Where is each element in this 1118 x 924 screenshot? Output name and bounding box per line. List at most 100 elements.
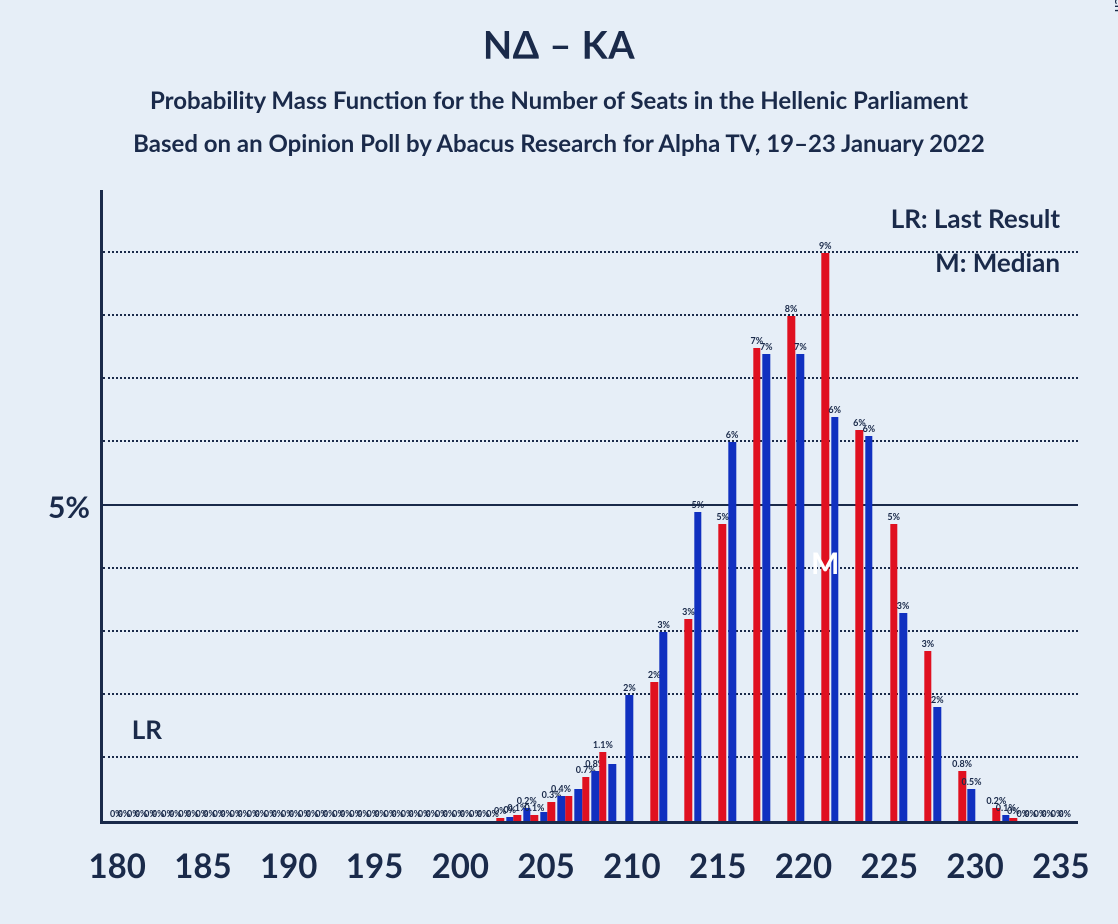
bar-pair: 0.8% bbox=[951, 190, 966, 821]
bar-blue: 7% bbox=[762, 354, 770, 821]
bar-pair: 3% bbox=[677, 190, 692, 821]
bar-pair: 0%0% bbox=[369, 190, 384, 821]
bar-pair: 0.8%1.1% bbox=[591, 190, 606, 821]
x-tick-label: 215 bbox=[689, 846, 746, 886]
bar-pair: 6% bbox=[728, 190, 743, 821]
bar-pair: 5% bbox=[694, 190, 709, 821]
bar-value-label: 2% bbox=[931, 694, 944, 707]
bar-pair: 3% bbox=[916, 190, 931, 821]
bar-red: 9% bbox=[821, 253, 829, 821]
bar-value-label: 2% bbox=[648, 669, 661, 682]
bar-pair: 0%0% bbox=[386, 190, 401, 821]
bar-pair: 0.5% bbox=[968, 190, 983, 821]
bar-value-label: 8% bbox=[785, 303, 798, 316]
bar-blue bbox=[574, 789, 582, 821]
bar-pair: 0%0% bbox=[437, 190, 452, 821]
bar-pair: 2% bbox=[643, 190, 658, 821]
bar-blue: 0.5% bbox=[968, 789, 976, 821]
bar-red: 1.1% bbox=[599, 752, 607, 821]
bar-pair: 0%0% bbox=[455, 190, 470, 821]
bar-pair: 7% bbox=[797, 190, 812, 821]
bar-pair: 0.3% bbox=[540, 190, 555, 821]
bar-blue: 7% bbox=[797, 354, 805, 821]
bar-pair: 0.2%0.1% bbox=[523, 190, 538, 821]
bar-blue: 0% bbox=[506, 817, 514, 821]
bar-red: 3% bbox=[924, 651, 932, 821]
bar-blue: 2% bbox=[933, 707, 941, 821]
bar-red: 5% bbox=[890, 524, 898, 821]
bar-blue: 6% bbox=[831, 417, 839, 821]
bar-pair: 0%0% bbox=[335, 190, 350, 821]
bar-pair: 0%0% bbox=[1036, 190, 1051, 821]
bar-value-label: 3% bbox=[657, 619, 670, 632]
bar-pair: 0%0% bbox=[318, 190, 333, 821]
bar-pair: 2% bbox=[626, 190, 641, 821]
bar-value-label: 3% bbox=[897, 600, 910, 613]
bar-pair: 0%0% bbox=[112, 190, 127, 821]
x-tick-label: 195 bbox=[346, 846, 403, 886]
bar-red: 0.1% bbox=[514, 815, 522, 821]
bar-value-label: 9% bbox=[819, 240, 832, 253]
bar-value-label: 3% bbox=[682, 606, 695, 619]
x-tick-label: 205 bbox=[517, 846, 574, 886]
bar-pair: 8% bbox=[780, 190, 795, 821]
bar-value-label: 6% bbox=[828, 404, 841, 417]
chart-subtitle-2: Based on an Opinion Poll by Abacus Resea… bbox=[0, 129, 1118, 158]
x-tick-label: 185 bbox=[174, 846, 231, 886]
bar-pair: 0%0% bbox=[472, 190, 487, 821]
bar-value-label: 3% bbox=[922, 638, 935, 651]
bar-blue: 6% bbox=[728, 442, 736, 821]
bar-value-label: 5% bbox=[887, 511, 900, 524]
bar-value-label: 6% bbox=[726, 429, 739, 442]
annotation-lr: LR bbox=[132, 713, 162, 745]
bar-pair: 3% bbox=[660, 190, 675, 821]
bar-pair: 3% bbox=[899, 190, 914, 821]
x-tick-label: 200 bbox=[432, 846, 489, 886]
bar-value-label: 0.5% bbox=[962, 776, 982, 789]
bar-blue: 0.8% bbox=[591, 771, 599, 821]
bar-blue: 2% bbox=[626, 695, 634, 821]
chart-title: ΝΔ – ΚΑ bbox=[0, 0, 1118, 68]
bar-pair: 5% bbox=[882, 190, 897, 821]
bar-pair: 0%0% bbox=[283, 190, 298, 821]
x-tick-label: 235 bbox=[1032, 846, 1089, 886]
bar-pair: 0.2% bbox=[985, 190, 1000, 821]
bar-pair: 6% bbox=[831, 190, 846, 821]
chart-area: 5% LR: Last Result M: Median 0%0%0%0%0%0… bbox=[40, 190, 1078, 894]
bar-pair: 0.1%0% bbox=[1002, 190, 1017, 821]
bar-pair: 9% bbox=[814, 190, 829, 821]
bar-value-label: 5% bbox=[716, 511, 729, 524]
bar-pair: 0%0% bbox=[301, 190, 316, 821]
chart-subtitle-1: Probability Mass Function for the Number… bbox=[0, 86, 1118, 115]
bar-pair: 0%0% bbox=[352, 190, 367, 821]
bar-blue: 3% bbox=[899, 613, 907, 821]
bar-pair: 0%0% bbox=[489, 190, 504, 821]
bar-pair: 5% bbox=[711, 190, 726, 821]
bar-value-label: 0.4% bbox=[551, 783, 571, 796]
bar-pair: 0%0% bbox=[403, 190, 418, 821]
bar-pair: 0%0% bbox=[266, 190, 281, 821]
bar-blue: 0.4% bbox=[557, 796, 565, 821]
y-axis-label-5pct: 5% bbox=[40, 489, 90, 525]
x-tick-label: 180 bbox=[88, 846, 145, 886]
bar-value-label: 7% bbox=[794, 341, 807, 354]
bar-pair: 2% bbox=[933, 190, 948, 821]
bar-pair: 7% bbox=[762, 190, 777, 821]
bar-value-label: 6% bbox=[863, 423, 876, 436]
bar-pair: 6% bbox=[848, 190, 863, 821]
bar-pair: 0%0% bbox=[198, 190, 213, 821]
bar-pair: 0%0.1% bbox=[506, 190, 521, 821]
bar-pair: 6% bbox=[865, 190, 880, 821]
bar-blue: 3% bbox=[660, 632, 668, 821]
bar-value-label: 2% bbox=[623, 682, 636, 695]
bar-red: 0% bbox=[496, 818, 504, 821]
bar-value-label: 7% bbox=[760, 341, 773, 354]
x-tick-label: 230 bbox=[946, 846, 1003, 886]
bar-value-label: 0% bbox=[1058, 808, 1071, 821]
x-axis-labels: 180185190195200205210215220225230235 bbox=[100, 834, 1078, 894]
bar-pair: 0.7% bbox=[574, 190, 589, 821]
bar-pair: 0%0% bbox=[420, 190, 435, 821]
bar-red: 0.1% bbox=[531, 815, 539, 821]
bar-red: 3% bbox=[685, 619, 693, 821]
bar-pair bbox=[608, 190, 623, 821]
